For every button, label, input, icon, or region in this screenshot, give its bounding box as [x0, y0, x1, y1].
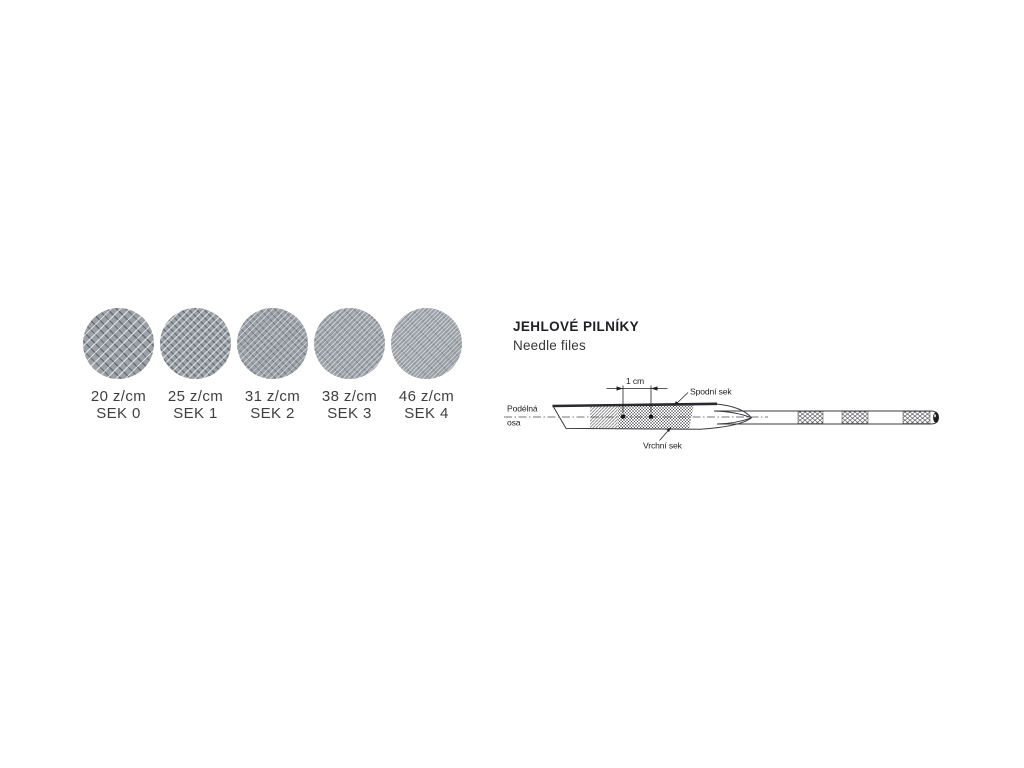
- texture-swatch: 46 z/cm SEK 4: [388, 308, 465, 422]
- swatch-label: 25 z/cm SEK 1: [168, 388, 223, 422]
- single-cut-hatch: [590, 405, 618, 429]
- top-cut-leader-arrow: [673, 401, 679, 407]
- density-label: 31 z/cm: [244, 388, 301, 405]
- bottom-cut-label: Vrchní sek: [643, 441, 683, 451]
- cut-texture-sample: [160, 308, 231, 379]
- dimension-arrow-left: [616, 386, 623, 391]
- product-subtitle: Needle files: [513, 338, 586, 353]
- density-label: 46 z/cm: [398, 388, 455, 405]
- knurl-band: [902, 411, 931, 424]
- texture-swatch: 38 z/cm SEK 3: [311, 308, 388, 422]
- cut-texture-sample: [237, 308, 308, 379]
- swatch-label: 31 z/cm SEK 2: [245, 388, 300, 422]
- density-label: 38 z/cm: [321, 388, 378, 405]
- measure-point: [620, 414, 626, 419]
- dimension-arrow-right: [651, 386, 658, 391]
- measure-point: [648, 414, 654, 419]
- cut-texture-sample: [391, 308, 462, 379]
- handle-end-face: [933, 412, 939, 423]
- sek-label: SEK 1: [173, 405, 218, 422]
- handle-end-highlight: [934, 414, 936, 418]
- product-heading: JEHLOVÉ PILNÍKY Needle files: [513, 319, 640, 354]
- product-title: JEHLOVÉ PILNÍKY: [513, 319, 640, 334]
- knurl-band: [841, 411, 869, 424]
- top-cut-label: Spodní sek: [690, 387, 732, 397]
- sek-label: SEK 4: [404, 405, 449, 422]
- needle-file-diagram: Podélná osa 1 cm Spodní sek Vrchní sek: [504, 376, 940, 451]
- sek-label: SEK 2: [250, 405, 295, 422]
- sek-label: SEK 3: [327, 405, 372, 422]
- knurl-band: [797, 411, 824, 424]
- handle-end-cap: [930, 410, 940, 425]
- texture-swatch: 20 z/cm SEK 0: [80, 308, 157, 422]
- dimension-label: 1 cm: [626, 376, 644, 386]
- blade-top-edge: [552, 402, 718, 408]
- axis-label-line2: osa: [507, 418, 521, 428]
- file-handle-outline: [713, 410, 931, 425]
- density-label: 20 z/cm: [90, 388, 147, 405]
- texture-swatch: 25 z/cm SEK 1: [157, 308, 234, 422]
- texture-swatch: 31 z/cm SEK 2: [234, 308, 311, 422]
- double-cut-hatch: [618, 404, 694, 430]
- density-label: 25 z/cm: [167, 388, 224, 405]
- bottom-cut-leader-arrow: [666, 426, 672, 432]
- axis-label-line1: Podélná: [507, 404, 538, 414]
- sek-label: SEK 0: [96, 405, 141, 422]
- cut-grades-row: 20 z/cm SEK 0 25 z/cm SEK 1 31 z/cm SEK …: [80, 308, 465, 422]
- cut-texture-sample: [83, 308, 154, 379]
- swatch-label: 20 z/cm SEK 0: [91, 388, 146, 422]
- swatch-label: 38 z/cm SEK 3: [322, 388, 377, 422]
- swatch-label: 46 z/cm SEK 4: [399, 388, 454, 422]
- cut-texture-sample: [314, 308, 385, 379]
